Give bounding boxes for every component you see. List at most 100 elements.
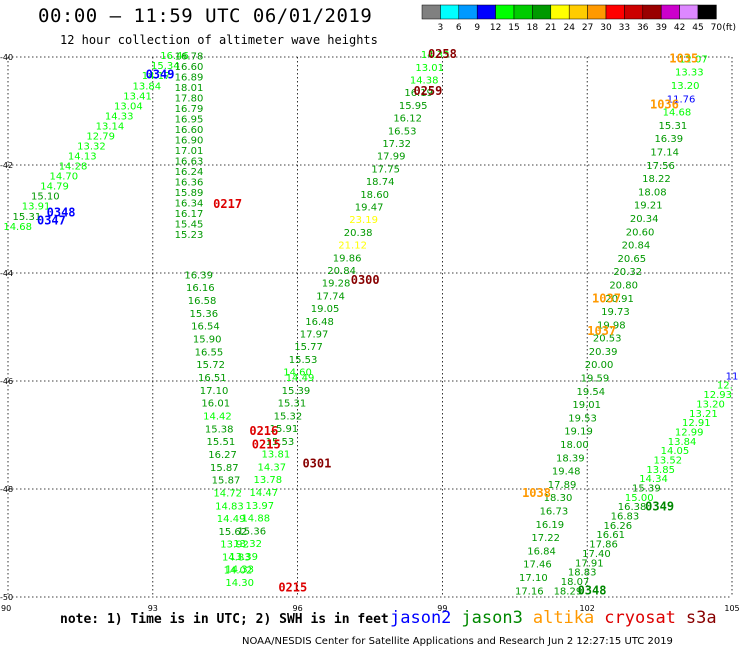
wave-height-label: 13.81 [262,450,291,461]
wave-height-label: 16.90 [175,136,204,147]
wave-height-label: 15.34 [151,61,180,72]
pass-time-label: 0348 [47,205,76,219]
chart-marks: 16.4615.3414.1713.8413.4113.0414.3313.14… [3,47,738,597]
wave-height-label: 17.99 [377,152,406,163]
wave-height-label: 14.70 [49,172,78,183]
wave-height-label: 17.74 [316,291,345,302]
wave-height-label: 16.19 [404,88,433,99]
x-tick-label: 90 [1,604,11,613]
wave-height-label: 19.01 [572,400,601,411]
wave-height-label: 20.53 [593,334,622,345]
colorbar-tick-label: 30 [600,23,612,33]
wave-height-label: 19.21 [634,201,663,212]
colorbar-swatch [550,4,570,20]
wave-height-label: 19.98 [597,320,626,331]
wave-height-label: 16.78 [175,52,204,63]
wave-height-label: 20.32 [613,267,642,278]
pass-time-label: 0215 [278,581,307,595]
wave-height-label: 16.46 [160,51,189,62]
wave-height-label: 16.26 [604,521,633,532]
wave-height-label: 14.47 [249,488,278,499]
wave-height-label: 15.32 [274,411,303,422]
wave-height-label: 13.84 [133,81,162,92]
wave-height-label: 14.49 [217,514,246,525]
wave-height-label: 13.39 [229,552,258,563]
wave-height-label: 16.89 [175,73,204,84]
wave-height-label: 16.53 [388,126,417,137]
colorbar-swatch [587,4,607,20]
pass-time-label: 1037 [592,292,621,306]
wave-height-label: 19.73 [601,307,630,318]
wave-height-label: 18.08 [638,187,667,198]
wave-height-label: 14.05 [661,446,690,457]
wave-height-label: 16.54 [191,322,220,333]
colorbar-tick-label: 70 [711,23,723,33]
y-tick-label: -50 [0,593,13,602]
pass-time-label: 0300 [351,273,380,287]
wave-height-label: 19.19 [564,427,593,438]
wave-height-label: 15.91 [270,424,299,435]
wave-height-label: 14.72 [213,488,242,499]
colorbar-tick-label: 24 [563,23,575,33]
wave-height-label: 14.17 [142,71,171,82]
legend-altika: altika [532,608,595,628]
satellite-legend: jason2 jason3 altika cryosat s3a [390,608,727,628]
colorbar-swatch [513,4,533,20]
wave-height-label: 17.32 [382,139,411,150]
colorbar-tick-label: 36 [637,23,649,33]
wave-height-label: 12.79 [86,131,115,142]
wave-height-label: 15.90 [193,335,222,346]
wave-height-label: 15.95 [399,101,428,112]
wave-height-label: 16.24 [175,167,204,178]
colorbar-tick-label: 9 [474,23,480,33]
wave-height-label: 16.55 [195,347,224,358]
wave-height-label: 12.93 [703,390,732,401]
wave-height-label: 16.61 [596,530,625,541]
wave-height-label: 17.89 [548,480,577,491]
wave-height-label: 19.47 [355,202,384,213]
wave-height-label: 16.60 [175,62,204,73]
colorbar-swatch [697,4,717,20]
x-tick-label: 93 [148,604,158,613]
wave-height-label: 14.42 [203,411,232,422]
wave-height-label: 19.54 [576,387,605,398]
wave-height-label: 17.86 [589,540,618,551]
wave-height-label: 20.84 [622,241,651,252]
wave-height-label: 18.29 [554,586,583,597]
wave-height-label: 13.04 [114,101,143,112]
pass-time-label: 0216 [249,424,278,438]
wave-height-label: 16.12 [393,114,422,125]
wave-height-label: 17.14 [650,147,679,158]
pass-time-label: 0259 [413,84,442,98]
colorbar-tick-label: 18 [527,23,539,33]
chart-axes: 90 93 96 99 102 105 -40 -42 -44 -46 -48 -50 [0,53,740,613]
wave-height-label: 16.38 [618,502,647,513]
wave-height-label: 18.39 [556,453,585,464]
pass-time-label: 0349 [645,500,674,514]
wave-height-label: 19.05 [311,304,340,315]
legend-jason2: jason2 [390,608,452,628]
y-tick-label: -40 [0,53,13,62]
colorbar-tick-label: 21 [545,23,556,33]
wave-height-label: 13.52 [653,455,682,466]
wave-height-label: 14.83 [215,501,244,512]
wave-height-label: 13.97 [245,501,274,512]
credit-line: NOAA/NESDIS Center for Satellite Applica… [242,636,673,647]
wave-height-label: 16.16 [186,283,215,294]
wave-height-label: 16.34 [175,198,204,209]
wave-height-label: 15.72 [196,360,225,371]
wave-height-label: 17.10 [519,573,548,584]
wave-height-label: 14.83 [222,553,251,564]
wave-height-label: 17.46 [523,560,552,571]
wave-height-label: 17.75 [371,164,400,175]
wave-height-label: 15.77 [294,342,323,353]
chart-title: 00:00 – 11:59 UTC 06/01/2019 [38,5,373,27]
wave-height-label: 15.45 [175,219,204,230]
wave-height-label: 16.36 [175,177,204,188]
wave-height-label: 19.86 [333,253,362,264]
wave-height-label: 15.31 [659,121,688,132]
colorbar-unit-label: (ft) [722,23,736,33]
wave-height-label: 15.23 [175,230,204,241]
wave-height-label: 16.73 [540,507,569,518]
wave-height-label: 14.33 [105,111,134,122]
